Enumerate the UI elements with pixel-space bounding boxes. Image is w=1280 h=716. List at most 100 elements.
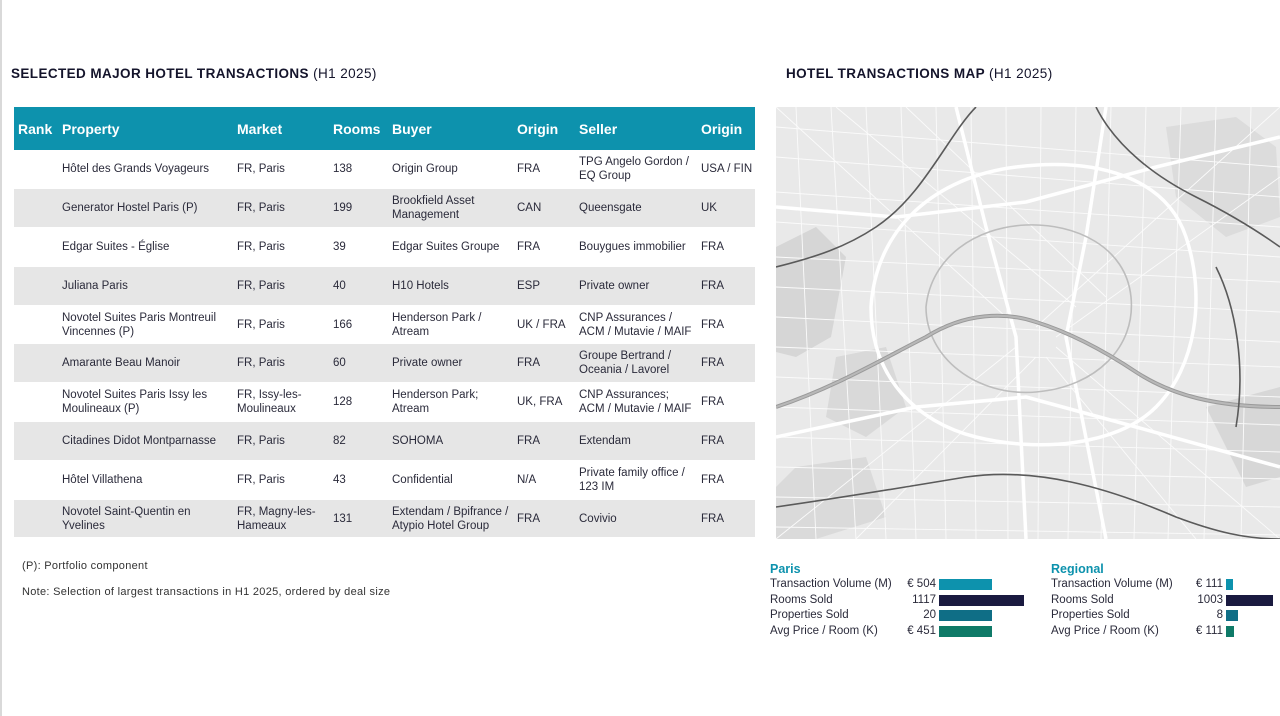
stat-row: Avg Price / Room (K) € 451 bbox=[770, 624, 992, 640]
table-row: Novotel Suites Paris Issy les Moulineaux… bbox=[14, 382, 755, 423]
footnote-portfolio: (P): Portfolio component bbox=[22, 560, 148, 572]
table-row: Citadines Didot Montparnasse FR, Paris 82 S… bbox=[14, 421, 755, 461]
cell-rank bbox=[14, 499, 58, 539]
header-rank: Rank bbox=[14, 107, 58, 150]
cell-property: Edgar Suites - Église bbox=[58, 227, 233, 267]
stat-bar bbox=[939, 625, 992, 637]
stat-label: Avg Price / Room (K) bbox=[1051, 624, 1159, 637]
cell-rooms: 43 bbox=[329, 460, 388, 500]
stat-value: € 504 bbox=[907, 578, 936, 590]
stat-bar bbox=[939, 610, 992, 621]
cell-rooms: 82 bbox=[329, 421, 388, 461]
stat-label: Transaction Volume (M) bbox=[770, 578, 892, 590]
cell-seller-origin: FRA bbox=[697, 460, 755, 500]
stats-paris-heading: Paris bbox=[770, 562, 801, 576]
cell-rooms: 39 bbox=[329, 227, 388, 267]
stat-value: € 111 bbox=[1195, 578, 1223, 590]
header-market: Market bbox=[233, 107, 329, 150]
cell-property: Novotel Suites Paris Montreuil Vincennes… bbox=[58, 305, 233, 345]
header-property: Property bbox=[58, 107, 233, 150]
cell-rank bbox=[14, 343, 58, 384]
cell-buyer-origin: FRA bbox=[513, 227, 575, 267]
cell-buyer-origin: UK / FRA bbox=[513, 305, 575, 345]
cell-rank bbox=[14, 188, 58, 229]
left-divider bbox=[0, 0, 2, 716]
cell-seller: Extendam bbox=[575, 421, 697, 461]
stats-paris: Paris Transaction Volume (M) € 504 Rooms S… bbox=[770, 562, 1024, 640]
cell-buyer: Henderson Park; Atream bbox=[388, 382, 513, 423]
cell-buyer: Brookfield Asset Management bbox=[388, 188, 513, 229]
cell-rooms: 138 bbox=[329, 150, 388, 190]
stat-value: 1003 bbox=[1197, 593, 1223, 606]
stat-label: Properties Sold bbox=[1051, 609, 1130, 621]
cell-seller-origin: FRA bbox=[697, 421, 755, 461]
stat-value: € 451 bbox=[907, 624, 936, 637]
cell-property: Generator Hostel Paris (P) bbox=[58, 188, 233, 229]
stat-value: € 111 bbox=[1195, 624, 1223, 637]
stat-row: Rooms Sold 1003 bbox=[1051, 593, 1273, 609]
cell-buyer-origin: ESP bbox=[513, 266, 575, 306]
cell-buyer-origin: FRA bbox=[513, 150, 575, 190]
stat-row: Transaction Volume (M) € 504 bbox=[770, 577, 992, 593]
cell-seller: Private owner bbox=[575, 266, 697, 306]
cell-market: FR, Paris bbox=[233, 421, 329, 461]
table-row: Novotel Suites Paris Montreuil Vincennes… bbox=[14, 305, 755, 345]
stat-row: Properties Sold 20 bbox=[770, 608, 992, 624]
table-row: Hôtel Villathena FR, Paris 43 Confidential N… bbox=[14, 460, 755, 500]
stat-value: 20 bbox=[923, 609, 936, 621]
cell-rank bbox=[14, 421, 58, 461]
cell-rank bbox=[14, 460, 58, 500]
cell-buyer: SOHOMA bbox=[388, 421, 513, 461]
cell-market: FR, Paris bbox=[233, 227, 329, 267]
paris-map[interactable] bbox=[776, 107, 1280, 539]
paris-map-svg bbox=[776, 107, 1280, 539]
header-buyer: Buyer bbox=[388, 107, 513, 150]
stat-label: Rooms Sold bbox=[770, 593, 833, 606]
stat-row: Avg Price / Room (K) € 111 bbox=[1051, 624, 1234, 640]
table-row: Hôtel des Grands Voyageurs FR, Paris 138 Or… bbox=[14, 150, 755, 190]
cell-seller: CNP Assurances / ACM / Mutavie / MAIF bbox=[575, 305, 697, 345]
stat-bar bbox=[939, 579, 992, 590]
transactions-table: Rank Property Market Rooms Buyer Origin … bbox=[14, 107, 755, 539]
cell-seller-origin: FRA bbox=[697, 305, 755, 345]
cell-seller: TPG Angelo Gordon / EQ Group bbox=[575, 150, 697, 190]
header-rooms: Rooms bbox=[329, 107, 388, 150]
cell-seller-origin: FRA bbox=[697, 382, 755, 423]
cell-rank bbox=[14, 150, 58, 190]
stats-regional: Regional Transaction Volume (M) € 111 Room… bbox=[1051, 562, 1273, 640]
stat-bar bbox=[1226, 610, 1238, 621]
stat-bar bbox=[1226, 594, 1273, 606]
cell-buyer-origin: CAN bbox=[513, 188, 575, 229]
cell-property: Hôtel Villathena bbox=[58, 460, 233, 500]
cell-property: Hôtel des Grands Voyageurs bbox=[58, 150, 233, 190]
cell-rooms: 131 bbox=[329, 499, 388, 539]
cell-buyer: Extendam / Bpifrance / Atypio Hotel Grou… bbox=[388, 499, 513, 539]
cell-market: FR, Paris bbox=[233, 150, 329, 190]
cell-rooms: 199 bbox=[329, 188, 388, 229]
cell-market: FR, Magny-les-Hameaux bbox=[233, 499, 329, 539]
transactions-period: (H1 2025) bbox=[313, 66, 377, 81]
cell-buyer: Private owner bbox=[388, 343, 513, 384]
table-row: Amarante Beau Manoir FR, Paris 60 Private o… bbox=[14, 343, 755, 384]
table-row: Novotel Saint-Quentin en Yvelines FR, Mag… bbox=[14, 499, 755, 539]
cell-seller-origin: UK bbox=[697, 188, 755, 229]
stat-bar bbox=[1226, 625, 1234, 637]
stat-bar bbox=[939, 594, 1024, 606]
table-row: Edgar Suites - Église FR, Paris 39 Edgar Su… bbox=[14, 227, 755, 267]
cell-buyer-origin: FRA bbox=[513, 343, 575, 384]
cell-buyer-origin: UK, FRA bbox=[513, 382, 575, 423]
stat-bar bbox=[1226, 579, 1233, 590]
cell-seller: Groupe Bertrand / Oceania / Lavorel bbox=[575, 343, 697, 384]
table-row: Juliana Paris FR, Paris 40 H10 Hotels ESP Pri… bbox=[14, 266, 755, 306]
cell-property: Citadines Didot Montparnasse bbox=[58, 421, 233, 461]
cell-buyer-origin: FRA bbox=[513, 421, 575, 461]
stat-label: Properties Sold bbox=[770, 609, 849, 621]
cell-seller: Bouygues immobilier bbox=[575, 227, 697, 267]
cell-rank bbox=[14, 382, 58, 423]
cell-market: FR, Paris bbox=[233, 305, 329, 345]
cell-rank bbox=[14, 227, 58, 267]
cell-market: FR, Paris bbox=[233, 266, 329, 306]
cell-buyer-origin: FRA bbox=[513, 499, 575, 539]
cell-rooms: 166 bbox=[329, 305, 388, 345]
header-seller-origin: Origin bbox=[697, 107, 755, 150]
